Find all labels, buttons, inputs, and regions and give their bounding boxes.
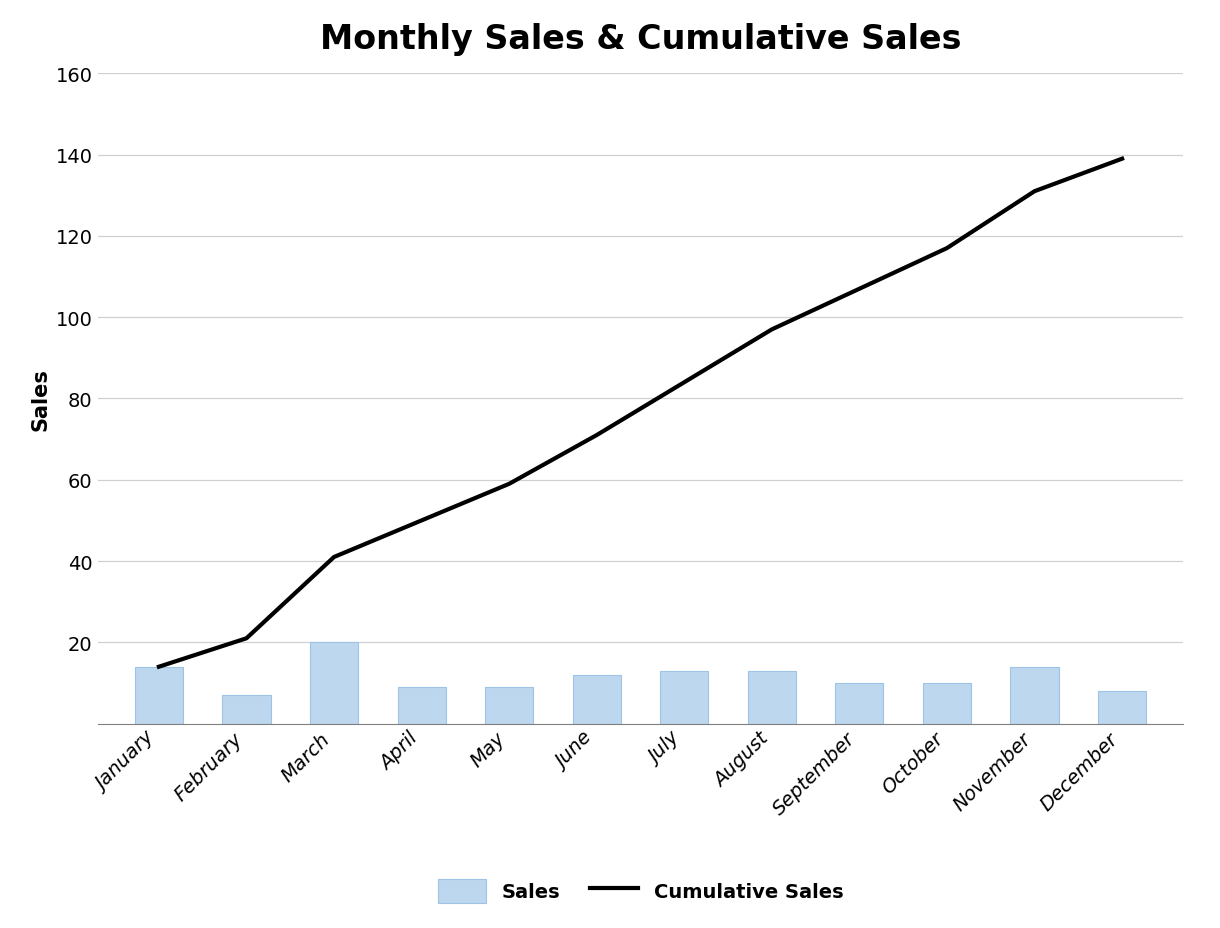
Bar <box>572 676 621 724</box>
Y-axis label: Sales: Sales <box>30 367 50 431</box>
Bar <box>1098 691 1146 724</box>
Bar <box>836 683 883 724</box>
Bar <box>135 667 183 724</box>
Title: Monthly Sales & Cumulative Sales: Monthly Sales & Cumulative Sales <box>320 23 961 57</box>
Bar <box>486 688 533 724</box>
Bar <box>922 683 971 724</box>
Bar <box>660 671 709 724</box>
Bar <box>310 643 359 724</box>
Legend: Sales, Cumulative Sales: Sales, Cumulative Sales <box>418 859 863 922</box>
Bar <box>222 695 271 724</box>
Bar <box>748 671 795 724</box>
Bar <box>398 688 445 724</box>
Bar <box>1010 667 1059 724</box>
